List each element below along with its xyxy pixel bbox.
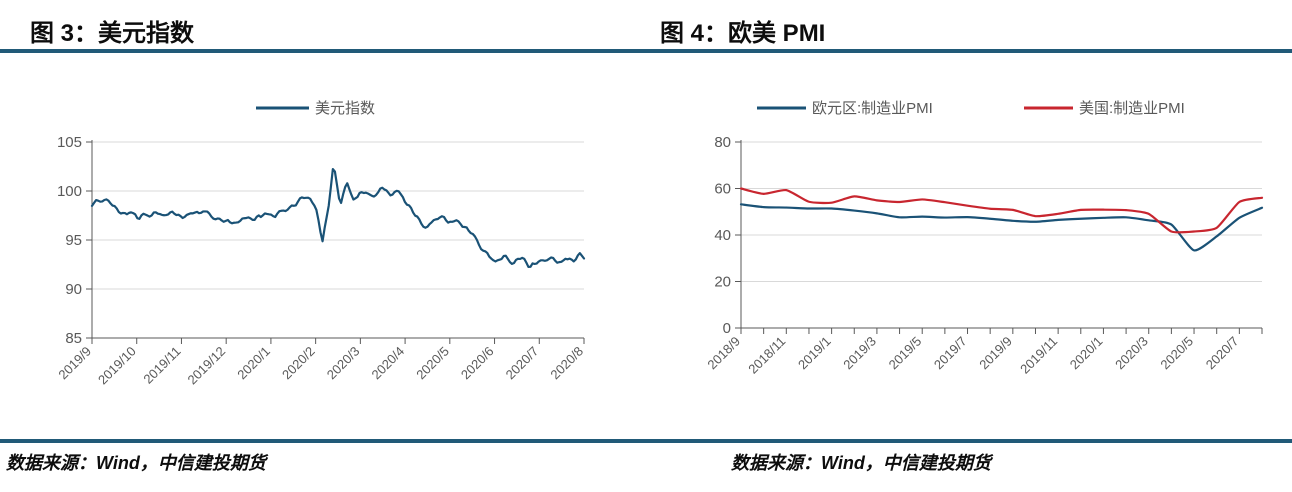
svg-text:2020/3: 2020/3 <box>324 344 363 383</box>
svg-text:2019/9: 2019/9 <box>976 334 1015 373</box>
svg-text:2020/5: 2020/5 <box>1157 334 1196 373</box>
svg-text:85: 85 <box>65 330 82 347</box>
svg-text:2019/11: 2019/11 <box>140 344 183 387</box>
svg-text:2018/9: 2018/9 <box>704 334 743 373</box>
svg-text:2020/1: 2020/1 <box>1067 334 1106 373</box>
svg-text:2019/3: 2019/3 <box>840 334 879 373</box>
svg-text:欧元区:制造业PMI: 欧元区:制造业PMI <box>812 100 933 117</box>
svg-text:2019/5: 2019/5 <box>886 334 925 373</box>
svg-text:20: 20 <box>714 274 731 291</box>
svg-text:2019/11: 2019/11 <box>1017 334 1060 377</box>
svg-text:2019/10: 2019/10 <box>95 344 139 388</box>
svg-text:2019/12: 2019/12 <box>184 344 228 388</box>
svg-text:美元指数: 美元指数 <box>315 100 375 117</box>
svg-text:40: 40 <box>714 227 731 244</box>
svg-text:80: 80 <box>714 134 731 151</box>
svg-text:2020/3: 2020/3 <box>1112 334 1151 373</box>
svg-text:2020/1: 2020/1 <box>234 344 273 383</box>
svg-text:105: 105 <box>57 134 82 151</box>
svg-text:2020/6: 2020/6 <box>458 344 497 383</box>
svg-text:90: 90 <box>65 281 82 298</box>
svg-text:2019/1: 2019/1 <box>795 334 834 373</box>
svg-text:2020/8: 2020/8 <box>547 344 586 383</box>
svg-text:2020/7: 2020/7 <box>503 344 542 383</box>
svg-text:美国:制造业PMI: 美国:制造业PMI <box>1079 100 1185 117</box>
svg-text:2019/7: 2019/7 <box>931 334 970 373</box>
svg-text:60: 60 <box>714 181 731 198</box>
svg-text:2019/9: 2019/9 <box>55 344 94 383</box>
svg-text:2020/5: 2020/5 <box>413 344 452 383</box>
svg-text:2018/11: 2018/11 <box>745 334 788 377</box>
svg-text:2020/2: 2020/2 <box>279 344 318 383</box>
svg-text:2020/4: 2020/4 <box>368 344 407 383</box>
svg-text:0: 0 <box>723 320 731 337</box>
svg-text:95: 95 <box>65 232 82 249</box>
svg-text:100: 100 <box>57 183 82 200</box>
svg-text:2020/7: 2020/7 <box>1203 334 1242 373</box>
